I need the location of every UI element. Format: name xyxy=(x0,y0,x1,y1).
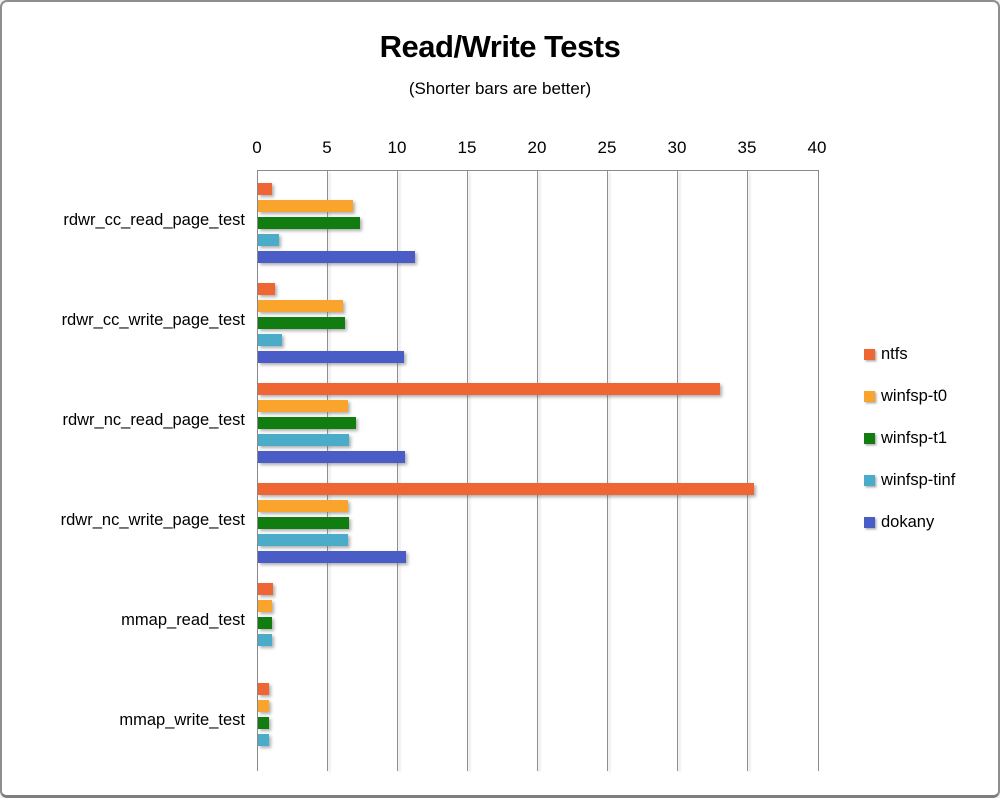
legend-label: dokany xyxy=(881,512,935,531)
legend-item: ntfs xyxy=(864,344,955,363)
bar-ntfs xyxy=(258,183,272,195)
bar-winfsp-t1 xyxy=(258,417,356,429)
x-tick-label: 20 xyxy=(527,138,547,157)
x-tick-label: 15 xyxy=(457,138,477,157)
bar-winfsp-t1 xyxy=(258,617,272,629)
legend-item: winfsp-tinf xyxy=(864,470,956,489)
bar-winfsp-t1 xyxy=(258,517,349,529)
chart-title: Read/Write Tests xyxy=(379,29,621,64)
category-label: rdwr_nc_write_page_test xyxy=(60,510,245,529)
legend-item: dokany xyxy=(864,512,955,531)
bar-winfsp-t0 xyxy=(258,200,354,212)
category-label: rdwr_cc_read_page_test xyxy=(63,210,245,229)
bar-group xyxy=(258,371,818,471)
bar-ntfs xyxy=(258,283,275,295)
bar-winfsp-t0 xyxy=(258,400,348,412)
x-tick-label: 0 xyxy=(252,138,262,157)
gridline xyxy=(537,171,538,771)
x-tick-label: 10 xyxy=(387,138,407,157)
legend-label: ntfs xyxy=(881,344,908,363)
legend-item: winfsp-t1 xyxy=(864,428,955,447)
category-label: mmap_read_test xyxy=(121,610,245,629)
bar-group xyxy=(258,271,818,371)
x-axis: 0 5 10 15 20 25 30 35 40 xyxy=(2,138,998,162)
bar-winfsp-t0 xyxy=(258,600,272,612)
bar-winfsp-t1 xyxy=(258,317,345,329)
legend: ntfs winfsp-t0 winfsp-t1 winfsp-tinf dokany xyxy=(864,344,956,556)
bar-winfsp-t0 xyxy=(258,300,344,312)
bar-winfsp-t0 xyxy=(258,700,270,712)
bar-winfsp-tinf xyxy=(258,534,348,546)
gridline xyxy=(677,171,678,771)
bar-group xyxy=(258,571,818,671)
legend-swatch-icon xyxy=(864,390,875,402)
category-axis: rdwr_cc_read_page_test rdwr_cc_write_page… xyxy=(2,170,245,770)
bar-winfsp-tinf xyxy=(258,634,272,646)
chart-subtitle: (Shorter bars are better) xyxy=(408,79,592,98)
x-tick-label: 35 xyxy=(737,138,757,157)
bar-winfsp-tinf xyxy=(258,334,282,346)
category-label: rdwr_nc_read_page_test xyxy=(62,410,245,429)
bar-ntfs xyxy=(258,483,754,495)
x-tick-label: 25 xyxy=(597,138,617,157)
bar-group xyxy=(258,471,818,571)
x-tick-label: 5 xyxy=(322,138,332,157)
bar-dokany xyxy=(258,251,415,263)
bar-winfsp-t1 xyxy=(258,717,270,729)
bar-dokany xyxy=(258,451,405,463)
legend-item: winfsp-t0 xyxy=(864,386,955,405)
bar-group xyxy=(258,671,818,771)
category-label: rdwr_cc_write_page_test xyxy=(61,310,245,329)
bar-winfsp-tinf xyxy=(258,734,270,746)
bar-winfsp-t1 xyxy=(258,217,361,229)
legend-swatch-icon xyxy=(864,474,875,486)
legend-swatch-icon xyxy=(864,516,875,528)
bar-winfsp-tinf xyxy=(258,234,279,246)
gridline xyxy=(397,171,398,771)
gridline xyxy=(747,171,748,771)
bar-group xyxy=(258,171,818,271)
bar-dokany xyxy=(258,551,407,563)
legend-label: winfsp-t1 xyxy=(881,428,948,447)
plot-area xyxy=(257,170,819,771)
legend-swatch-icon xyxy=(864,348,875,360)
gridline xyxy=(607,171,608,771)
bar-ntfs xyxy=(258,683,270,695)
bar-ntfs xyxy=(258,583,274,595)
bar-ntfs xyxy=(258,383,720,395)
bar-winfsp-t0 xyxy=(258,500,348,512)
legend-label: winfsp-tinf xyxy=(881,470,956,489)
bar-winfsp-tinf xyxy=(258,434,349,446)
legend-swatch-icon xyxy=(864,432,875,444)
bar-dokany xyxy=(258,351,404,363)
x-tick-label: 30 xyxy=(667,138,687,157)
gridline xyxy=(467,171,468,771)
category-label: mmap_write_test xyxy=(119,710,245,729)
legend-label: winfsp-t0 xyxy=(881,386,948,405)
gridline xyxy=(327,171,328,771)
x-tick-label: 40 xyxy=(807,138,827,157)
